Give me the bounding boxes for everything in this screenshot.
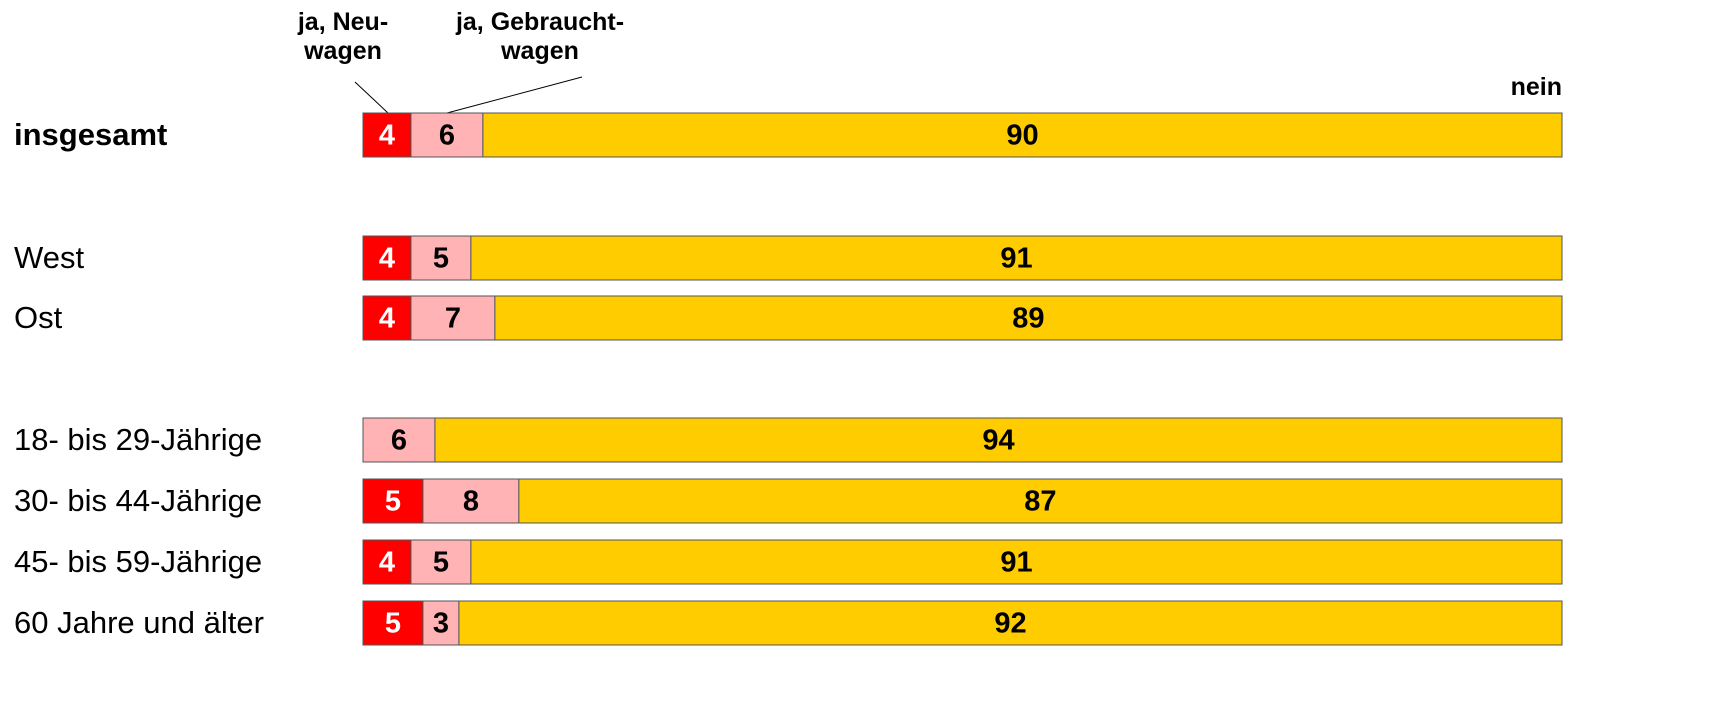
category-label: West	[14, 240, 84, 275]
category-label: 18- bis 29-Jährige	[14, 422, 262, 457]
value-label: 3	[433, 608, 449, 640]
value-label: 5	[433, 243, 449, 275]
value-label: 94	[982, 425, 1014, 457]
value-label: 4	[379, 303, 395, 335]
value-label: 6	[439, 120, 455, 152]
value-label: 4	[379, 547, 395, 579]
category-label: Ost	[14, 300, 63, 335]
bar-segment	[422, 478, 520, 524]
bar-segment	[362, 417, 436, 463]
legend-label: nein	[1511, 73, 1562, 101]
bar-segment	[494, 295, 1563, 341]
legend-line: ja, Neu-	[297, 8, 388, 36]
bar-segment	[458, 600, 1563, 646]
value-label: 87	[1024, 486, 1056, 518]
value-label: 5	[433, 547, 449, 579]
legend-line: ja, Gebraucht-	[455, 8, 624, 36]
value-label: 91	[1000, 243, 1032, 275]
bar-segment	[410, 539, 472, 585]
value-label: 7	[445, 303, 461, 335]
value-label: 4	[379, 243, 395, 275]
bar-segment	[482, 112, 1563, 158]
bar-segment	[410, 112, 484, 158]
category-label: 45- bis 59-Jährige	[14, 544, 262, 579]
legend-label: ja, Gebraucht-wagen	[455, 8, 624, 65]
category-label: insgesamt	[14, 117, 167, 152]
bar-segment	[362, 295, 412, 341]
bar-segment	[362, 600, 424, 646]
bar-segment	[410, 295, 496, 341]
value-label: 90	[1006, 120, 1038, 152]
legend-label: ja, Neu-wagen	[297, 8, 388, 65]
value-label: 92	[994, 608, 1026, 640]
category-label: 60 Jahre und älter	[14, 605, 264, 640]
bar-segment	[470, 539, 1563, 585]
legend-line: nein	[1511, 73, 1562, 101]
value-label: 8	[463, 486, 479, 518]
bar-segment	[362, 478, 424, 524]
bar-segment	[422, 600, 460, 646]
bar-segment	[518, 478, 1563, 524]
value-label: 4	[379, 120, 395, 152]
bar-segment	[362, 112, 412, 158]
value-label: 89	[1012, 303, 1044, 335]
bar-segment	[470, 235, 1563, 281]
leader-line	[446, 76, 583, 114]
legend-line: wagen	[303, 37, 382, 65]
bar-segment	[410, 235, 472, 281]
value-label: 6	[391, 425, 407, 457]
bar-segment	[434, 417, 1563, 463]
value-label: 5	[385, 608, 401, 640]
value-label: 5	[385, 486, 401, 518]
leader-line	[354, 81, 389, 114]
legend-line: wagen	[500, 37, 579, 65]
category-label: 30- bis 44-Jährige	[14, 483, 262, 518]
value-label: 91	[1000, 547, 1032, 579]
